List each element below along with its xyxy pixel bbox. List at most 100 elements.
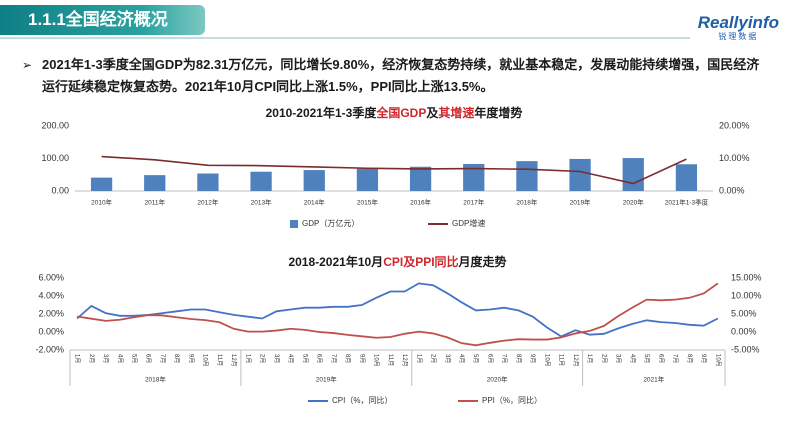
x-tick-label: 9月: [700, 354, 707, 363]
line: [76, 282, 719, 338]
x-tick-label: 1月: [74, 354, 81, 363]
x-tick-label: 2015年: [357, 198, 378, 207]
y2-tick-label: 20.00%: [719, 120, 750, 130]
y2-tick-label: 0.00%: [719, 185, 745, 195]
x-tick-label: 10月: [543, 354, 550, 367]
logo-subtitle: 锐理数据: [718, 32, 759, 41]
x-tick-label: 11月: [558, 354, 565, 366]
x-tick-label: 6月: [145, 354, 152, 363]
x-tick-label: 9月: [529, 354, 536, 363]
x-tick-label: 10月: [714, 354, 721, 367]
y-tick-label: -2.00%: [35, 344, 64, 354]
x-tick-label: 2月: [259, 354, 266, 363]
bar: [516, 161, 538, 191]
x-tick-label: 11月: [387, 354, 394, 366]
y-tick-label: 2.00%: [38, 308, 64, 318]
x-tick-label: 2017年: [463, 198, 484, 207]
legend-label: GDP（万亿元）: [302, 218, 359, 228]
x-tick-label: 8月: [344, 354, 351, 363]
legend-label: GDP增速: [452, 218, 485, 228]
x-tick-label: 7月: [501, 354, 508, 363]
legend-swatch: [290, 220, 298, 228]
bar: [463, 163, 485, 191]
x-tick-label: 4月: [287, 354, 294, 363]
group-label: 2021年: [643, 375, 664, 384]
group-label: 2020年: [487, 375, 508, 384]
x-tick-label: 11月: [216, 354, 223, 366]
line: [76, 282, 719, 347]
logo: Reallyinfo 锐理数据: [698, 14, 779, 42]
x-tick-label: 3月: [444, 354, 451, 363]
x-tick-label: 3月: [102, 354, 109, 363]
x-tick-label: 10月: [202, 354, 209, 367]
summary-text: 2021年1-3季度全国GDP为82.31万亿元，同比增长9.80%，经济恢复态…: [22, 54, 762, 98]
x-tick-label: 5月: [472, 354, 479, 363]
group-label: 2018年: [145, 375, 166, 384]
legend-label: CPI（%，同比）: [332, 395, 392, 405]
x-tick-label: 6月: [657, 354, 664, 363]
bar: [303, 170, 325, 191]
title-segment: 其增速: [438, 105, 474, 120]
x-tick-label: 6月: [316, 354, 323, 363]
x-tick-label: 2011年: [145, 198, 166, 207]
x-tick-label: 2019年: [570, 198, 591, 207]
x-tick-label: 2014年: [304, 198, 325, 207]
legend-label: PPI（%，同比）: [482, 395, 542, 405]
x-tick-label: 2021年1-3季度: [665, 198, 709, 207]
chart-title: 2010-2021年1-3季度全国GDP及其增速年度增势: [266, 105, 523, 120]
x-tick-label: 7月: [672, 354, 679, 363]
x-tick-label: 2018年: [516, 198, 537, 207]
x-tick-label: 3月: [615, 354, 622, 363]
title-segment: 及: [426, 106, 439, 120]
bar: [197, 173, 219, 191]
y-tick-label: 6.00%: [38, 272, 64, 282]
x-tick-label: 2月: [600, 354, 607, 363]
x-tick-label: 2013年: [251, 198, 272, 207]
x-tick-label: 10月: [373, 354, 380, 367]
x-tick-label: 3月: [273, 354, 280, 363]
group-label: 2019年: [316, 375, 337, 384]
title-segment: 年度增势: [474, 105, 522, 120]
x-tick-label: 2020年: [623, 198, 644, 207]
title-segment: 全国GDP: [375, 105, 426, 120]
y2-tick-label: -5.00%: [731, 344, 760, 354]
y2-tick-label: 10.00%: [719, 153, 750, 163]
y2-tick-label: 15.00%: [731, 272, 762, 282]
x-tick-label: 5月: [301, 354, 308, 363]
bar: [569, 158, 591, 191]
line: [101, 155, 687, 185]
bar: [675, 164, 698, 191]
x-tick-label: 12月: [230, 354, 237, 367]
x-tick-label: 7月: [330, 354, 337, 363]
x-tick-label: 5月: [130, 354, 137, 363]
title-segment: 月度走势: [458, 254, 507, 269]
x-tick-label: 2月: [430, 354, 437, 363]
title-segment: 2010-2021年1-3季度: [266, 105, 378, 120]
x-tick-label: 4月: [458, 354, 465, 363]
x-tick-label: 7月: [159, 354, 166, 363]
x-tick-label: 6月: [486, 354, 493, 363]
x-tick-label: 2012年: [197, 198, 218, 207]
bar: [622, 158, 644, 191]
x-tick-label: 12月: [401, 354, 408, 367]
x-tick-label: 9月: [187, 354, 194, 363]
title-segment: 2018-2021年10月: [288, 254, 383, 269]
x-tick-label: 5月: [643, 354, 650, 363]
bar: [356, 168, 379, 191]
x-tick-label: 4月: [629, 354, 636, 363]
x-tick-label: 8月: [686, 354, 693, 363]
x-tick-label: 4月: [116, 354, 123, 363]
bar: [250, 171, 272, 191]
y2-tick-label: 10.00%: [731, 290, 762, 300]
bar: [409, 166, 432, 191]
bar: [90, 177, 113, 191]
x-tick-label: 1月: [586, 354, 593, 363]
y-tick-label: 0.00%: [38, 326, 64, 336]
x-tick-label: 2010年: [91, 198, 112, 207]
logo-name: Reallyinfo: [697, 13, 779, 32]
x-tick-label: 9月: [358, 354, 365, 363]
x-tick-label: 8月: [173, 354, 180, 363]
x-tick-label: 12月: [572, 354, 579, 367]
